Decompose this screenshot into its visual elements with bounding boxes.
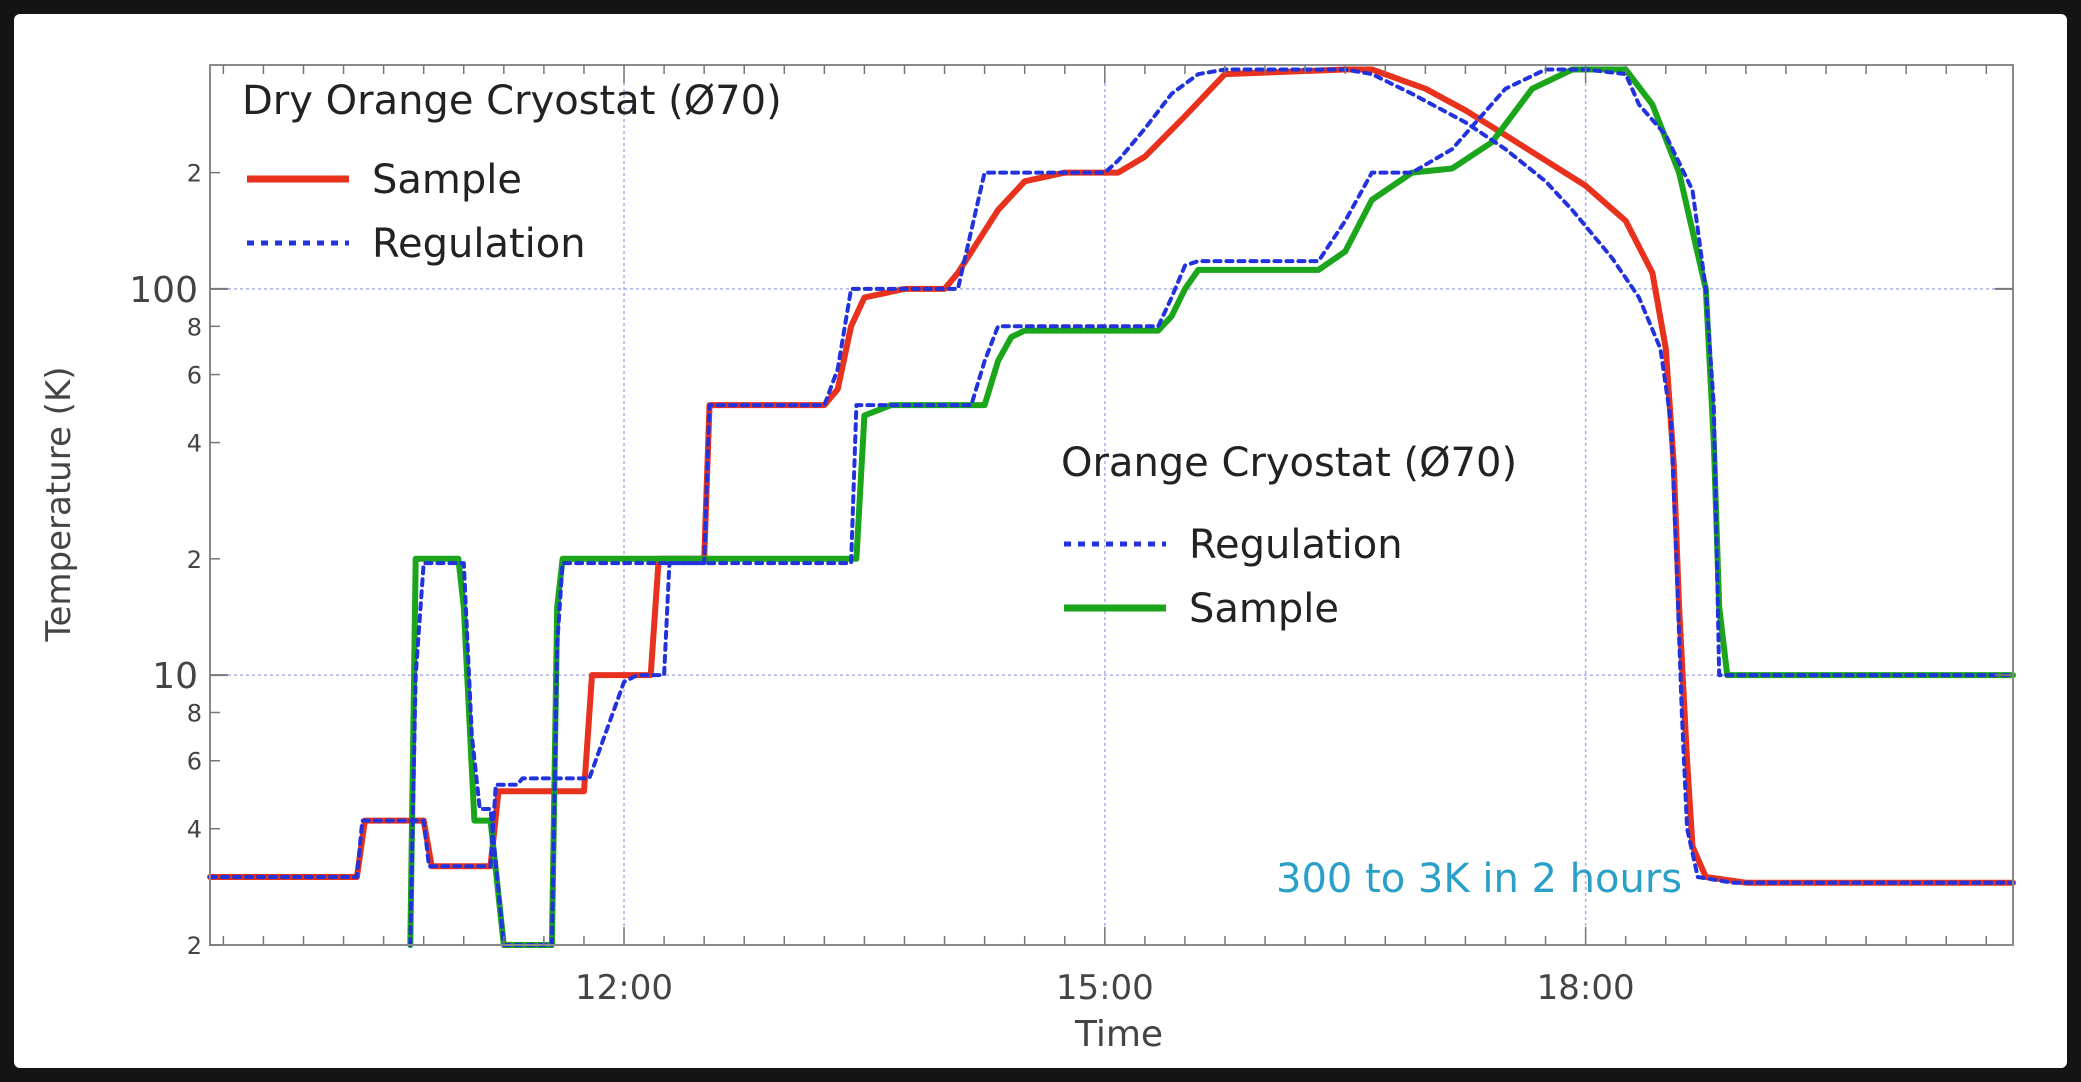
legend-dry-sample-label: Sample [372,157,522,203]
grid [210,65,2013,945]
y-tick-label: 10 [152,656,198,697]
x-axis-label: Time [1074,1014,1163,1055]
chart-panel: 12:00 15:00 18:00 10 100 2 4 6 8 2 4 6 8 2 Time Tempe… [14,14,2067,1068]
legend-dry-cryostat: Dry Orange Cryostat (Ø70) Sample Regulat… [242,78,782,267]
y-minor-tick-label: 2 [187,160,202,188]
y-minor-tick-label: 6 [187,748,202,776]
axis-ticks: 12:00 15:00 18:00 10 100 2 4 6 8 2 4 6 8 2 [129,65,2013,1008]
legend-orange-regulation-label: Regulation [1189,522,1403,568]
y-minor-tick-label: 2 [187,546,202,574]
y-minor-tick-label: 8 [187,313,202,341]
y-minor-tick-label: 4 [187,816,202,844]
legend-orange-sample-label: Sample [1189,586,1339,632]
legend-orange-cryostat: Orange Cryostat (Ø70) Regulation Sample [1061,440,1517,632]
x-tick-label: 18:00 [1537,968,1635,1008]
temperature-chart: 12:00 15:00 18:00 10 100 2 4 6 8 2 4 6 8 2 Time Tempe… [39,64,2016,1055]
y-minor-tick-label: 4 [187,430,202,458]
annotation-cooldown: 300 to 3K in 2 hours [1276,856,1682,902]
y-minor-tick-label: 2 [187,932,202,960]
y-tick-label: 100 [129,270,198,311]
series-orange-sample [407,66,2016,948]
legend-dry-regulation-label: Regulation [372,221,586,267]
y-minor-tick-label: 6 [187,362,202,390]
series-dry-sample [207,66,2016,886]
y-axis-label: Temperature (K) [39,366,79,642]
plot-area-border [209,64,2014,946]
x-tick-label: 15:00 [1056,968,1154,1008]
series-orange-regulation [408,67,2015,947]
legend-orange-title: Orange Cryostat (Ø70) [1061,440,1517,486]
legend-dry-title: Dry Orange Cryostat (Ø70) [242,78,782,124]
y-minor-tick-label: 8 [187,699,202,727]
series-dry-regulation [208,67,2015,885]
x-tick-label: 12:00 [575,968,673,1008]
